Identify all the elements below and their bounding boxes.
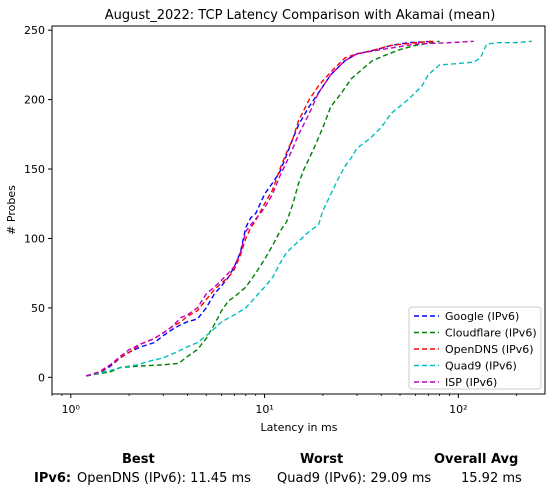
y-tick-label: 200 xyxy=(24,94,45,107)
legend: Google (IPv6) Cloudflare (IPv6) OpenDNS (I… xyxy=(408,306,542,390)
series-line-isp-ipv6 xyxy=(85,40,474,377)
series-line-google-ipv6 xyxy=(85,40,435,377)
summary-row-label: IPv6: xyxy=(34,471,71,486)
chart-title: August_2022: TCP Latency Comparison with… xyxy=(105,8,496,23)
y-tick-label: 50 xyxy=(31,302,45,315)
legend-label: Quad9 (IPv6) xyxy=(445,360,517,373)
row-label-sep: : xyxy=(65,471,72,486)
x-tick-label: 10² xyxy=(449,403,467,416)
legend-label: Google (IPv6) xyxy=(445,310,519,323)
series-line-cloudflare-ipv6 xyxy=(85,40,440,377)
x-axis-label: Latency in ms xyxy=(261,421,338,434)
series-lines xyxy=(85,40,533,377)
row-label-text: IPv6 xyxy=(34,471,66,486)
plot-area xyxy=(51,25,546,395)
series-line-opendns-ipv6 xyxy=(85,40,435,377)
best-value: OpenDNS (IPv6): 11.45 ms xyxy=(77,471,251,486)
legend-label: OpenDNS (IPv6) xyxy=(445,343,534,356)
worst-value: Quad9 (IPv6): 29.09 ms xyxy=(277,471,432,486)
legend-box xyxy=(408,306,542,390)
legend-label: ISP (IPv6) xyxy=(445,376,497,389)
series-line-quad9-ipv6 xyxy=(85,40,533,377)
y-tick-label: 250 xyxy=(24,24,45,37)
latency-chart: August_2022: TCP Latency Comparison with… xyxy=(5,8,546,434)
legend-label: Cloudflare (IPv6) xyxy=(445,327,537,340)
y-tick-label: 0 xyxy=(38,371,45,384)
y-axis-label: # Probes xyxy=(5,185,18,235)
y-tick-label: 100 xyxy=(24,232,45,245)
x-tick-label: 10¹ xyxy=(255,403,273,416)
axis-ticks: 10⁰ 10¹ 10² 0 50 100 150 200 250 xyxy=(24,24,518,416)
worst-header: Worst xyxy=(300,452,344,467)
overall-avg-header: Overall Avg xyxy=(434,452,519,467)
y-tick-label: 150 xyxy=(24,163,45,176)
best-header: Best xyxy=(122,452,155,467)
x-tick-label: 10⁰ xyxy=(62,403,81,416)
overall-avg-value: 15.92 ms xyxy=(461,471,522,486)
